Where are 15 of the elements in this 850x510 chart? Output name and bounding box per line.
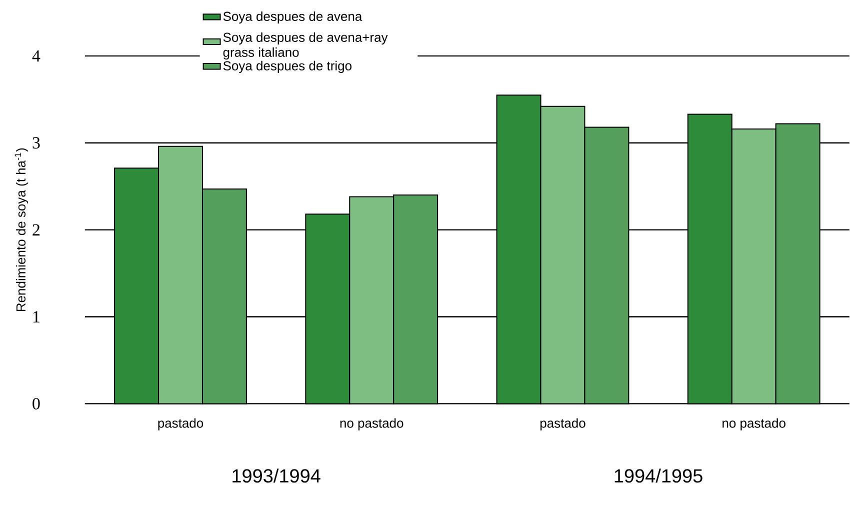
text: 1994/1995 [614,468,702,483]
x-tick-label: no pastado [340,418,404,431]
text: 1993/1994 [232,468,320,483]
legend-label: Soya despues de avena [223,12,362,24]
y-tick-label: 4 [32,50,40,62]
x-tick-label: pastado [158,418,204,431]
y-axis-title: Rendimiento de soya (t ha$^{-1}$) [14,148,28,312]
x-tick-label: pastado [540,418,586,431]
y-tick-label: 2 [32,224,40,236]
x-tick-label: no pastado [722,418,786,431]
y-tick-label: 0 [32,398,40,410]
y-tick-label: 3 [32,137,40,149]
legend-label: Soya despues de trigo [223,61,352,74]
y-tick-label: 1 [33,311,40,323]
legend-label: Soya despues de avena+ray grass italiano [223,32,388,60]
